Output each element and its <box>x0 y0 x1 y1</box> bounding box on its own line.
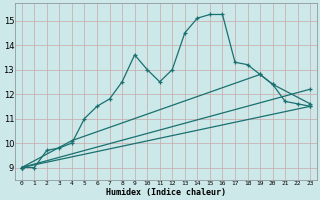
X-axis label: Humidex (Indice chaleur): Humidex (Indice chaleur) <box>106 188 226 197</box>
